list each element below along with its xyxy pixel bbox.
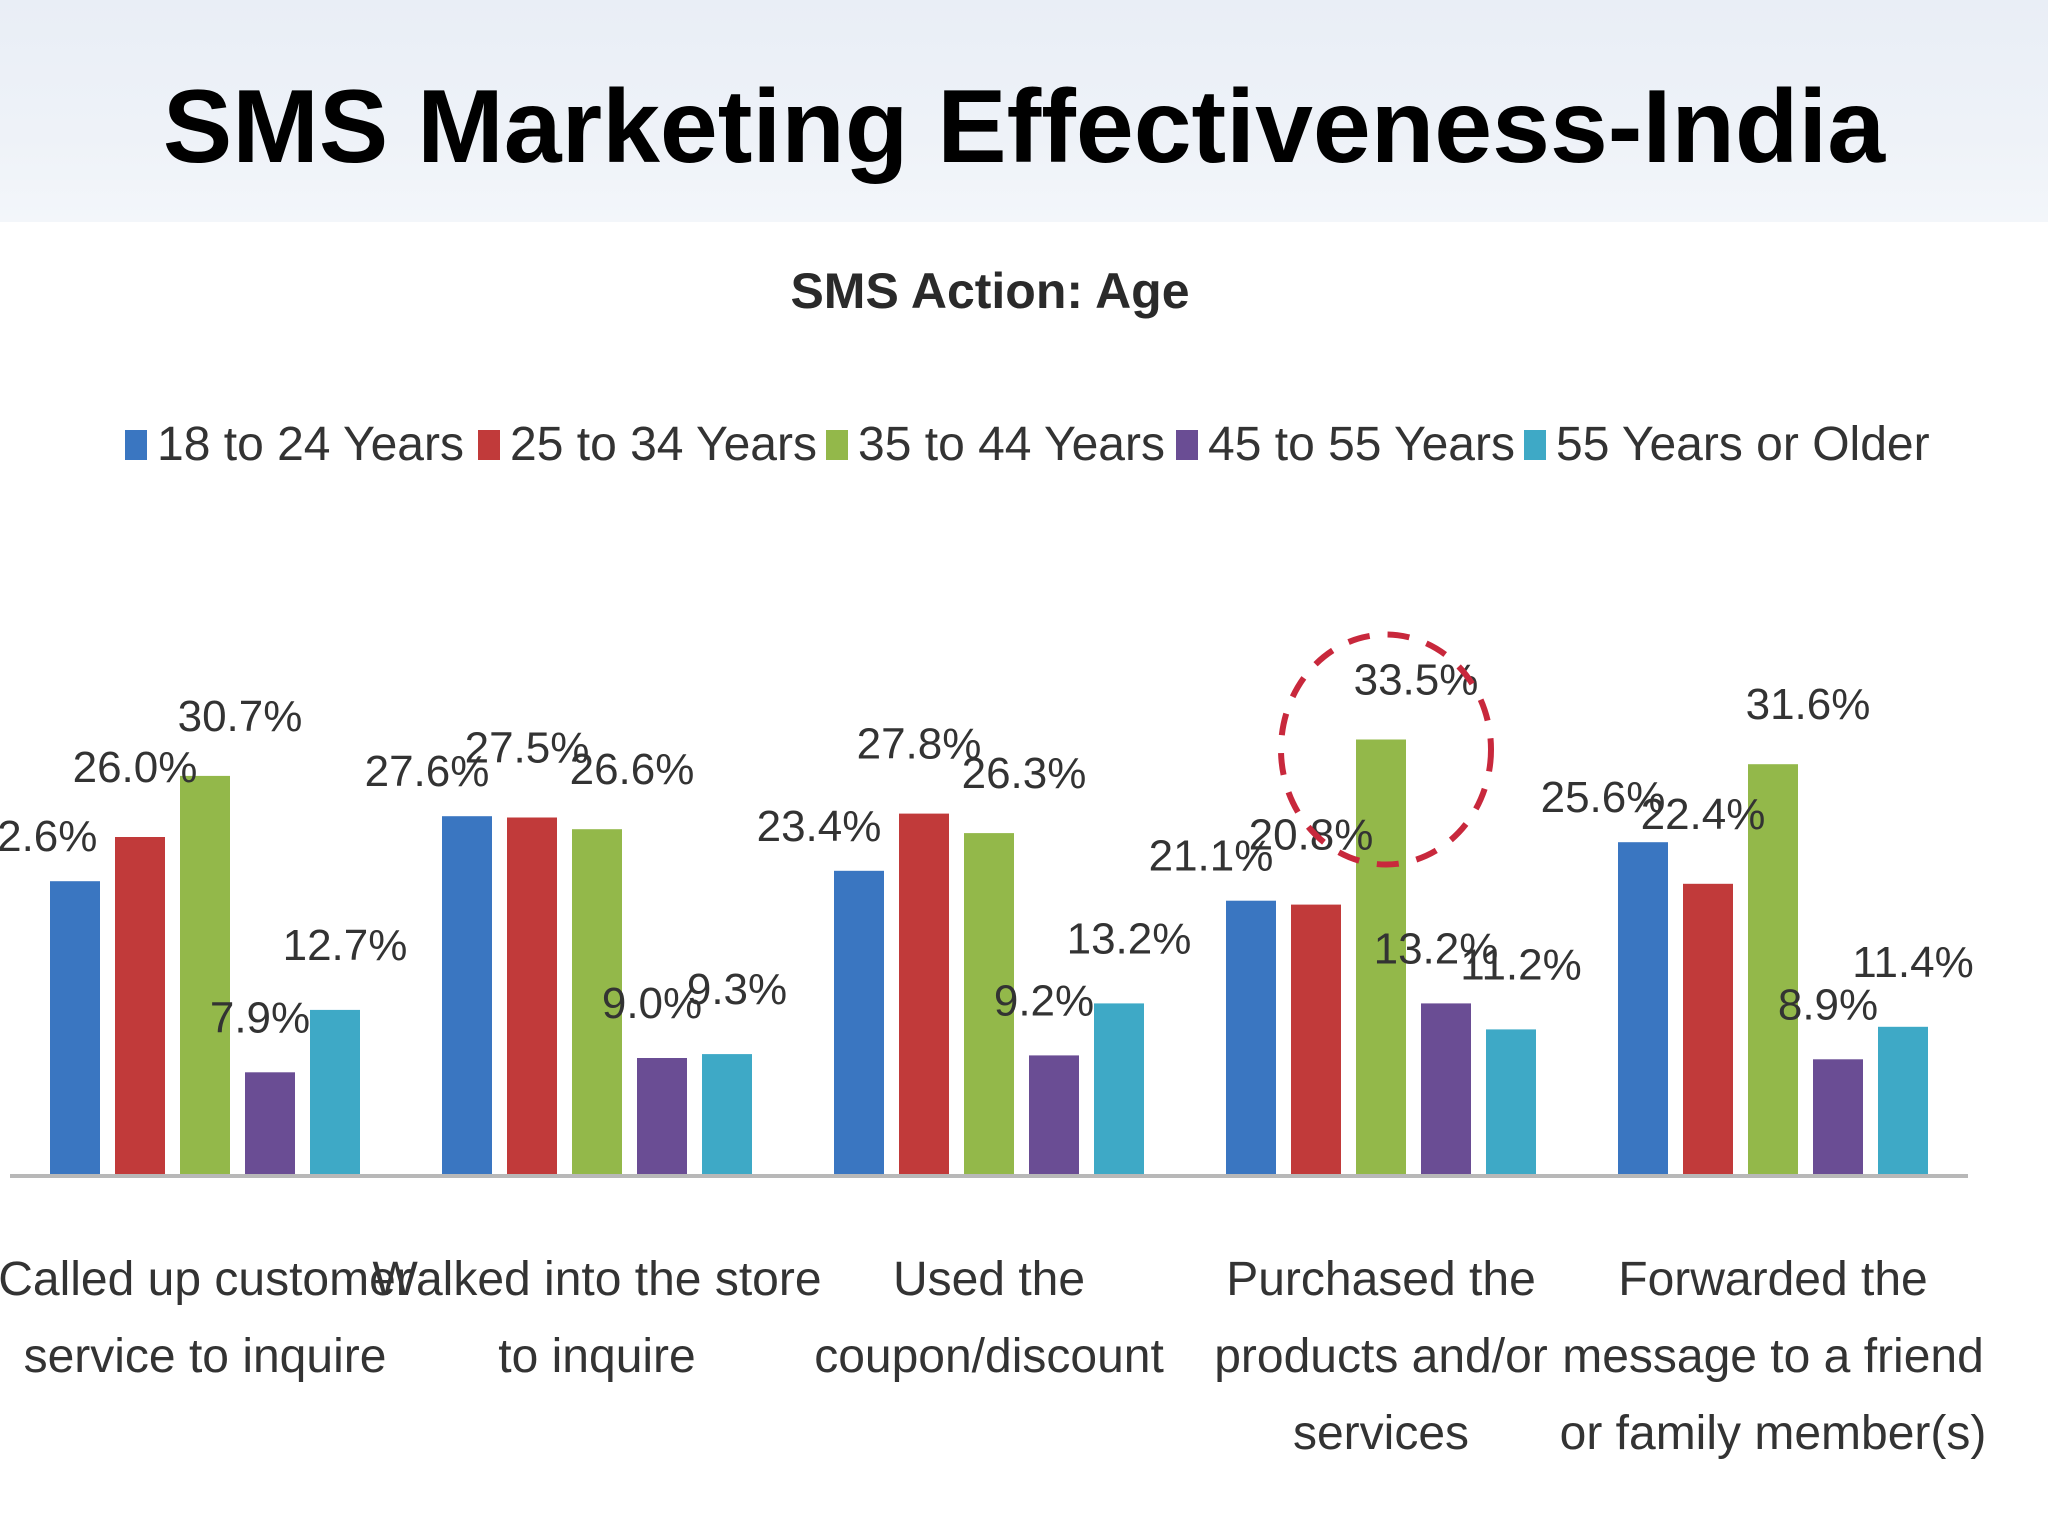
legend-swatch [1524,430,1546,460]
bar [50,881,100,1175]
legend-label: 18 to 24 Years [157,418,464,471]
bar [702,1054,752,1175]
chart-title: SMS Action: Age [790,263,1190,319]
data-label: 30.7% [178,692,303,741]
bar [572,829,622,1175]
bar [1029,1055,1079,1175]
category-label: Forwarded the [1618,1253,1928,1306]
data-label: 11.2% [1460,940,1582,989]
category-label: service to inquire [24,1330,387,1383]
data-label: 20.8% [1249,811,1374,860]
data-label: 12.7% [283,921,408,970]
data-label: 8.9% [1778,980,1878,1029]
data-label: 9.3% [687,965,787,1014]
data-label: 31.6% [1746,680,1871,729]
category-label: Purchased the [1226,1253,1536,1306]
legend-swatch [125,430,147,460]
bar [1226,900,1276,1175]
legend-swatch [478,430,500,460]
data-label: 9.0% [602,979,702,1028]
bar [1486,1029,1536,1175]
legend-label: 25 to 34 Years [510,418,817,471]
category-label: Used the [893,1253,1085,1306]
bar [442,816,492,1175]
data-label: 33.5% [1354,656,1479,705]
data-label: 26.0% [73,743,198,792]
data-label: 26.3% [962,749,1087,798]
legend-swatch [826,430,848,460]
data-label: 21.1% [1149,832,1274,881]
bar [507,817,557,1175]
bar [310,1009,360,1175]
data-label: 22.4% [1641,790,1766,839]
category-label: coupon/discount [814,1330,1164,1383]
category-label: services [1293,1407,1469,1460]
bar [899,813,949,1175]
bar [1356,739,1406,1175]
category-label: message to a friend [1562,1330,1984,1383]
bar [1748,764,1798,1175]
slide-title: SMS Marketing Effectiveness-India [162,69,1886,185]
category-label: Called up customer [0,1253,412,1306]
legend-label: 45 to 55 Years [1208,418,1515,471]
bar [1683,883,1733,1175]
bar [964,833,1014,1175]
data-label: 27.6% [365,747,490,796]
legend-swatch [1176,430,1198,460]
legend-label: 55 Years or Older [1556,418,1930,471]
bar [180,775,230,1175]
data-label: 13.2% [1067,914,1192,963]
data-label: 26.6% [570,745,695,794]
category-label: products and/or [1214,1330,1548,1383]
bar [1094,1003,1144,1175]
bar [1813,1059,1863,1175]
data-label: 7.9% [210,993,310,1042]
bar [245,1072,295,1175]
data-label: 25.6% [1541,773,1666,822]
data-label: 23.4% [757,802,882,851]
category-label: to inquire [498,1330,695,1383]
data-label: 13.2% [1374,924,1499,973]
category-label: Walked into the store [372,1253,821,1306]
bar [834,870,884,1175]
data-label: 27.8% [857,720,982,769]
bar [115,837,165,1175]
data-label: 11.4% [1852,938,1974,987]
bar [1618,842,1668,1175]
data-label: 22.6% [0,812,97,861]
data-label: 27.5% [465,724,590,773]
bar [1421,1003,1471,1175]
bar [1878,1026,1928,1175]
bar [637,1058,687,1175]
bar [1291,904,1341,1175]
highlight-circle [1278,631,1494,868]
category-label: or family member(s) [1560,1407,1987,1460]
legend-label: 35 to 44 Years [858,418,1165,471]
data-label: 9.2% [994,976,1094,1025]
title-band [0,0,2048,222]
